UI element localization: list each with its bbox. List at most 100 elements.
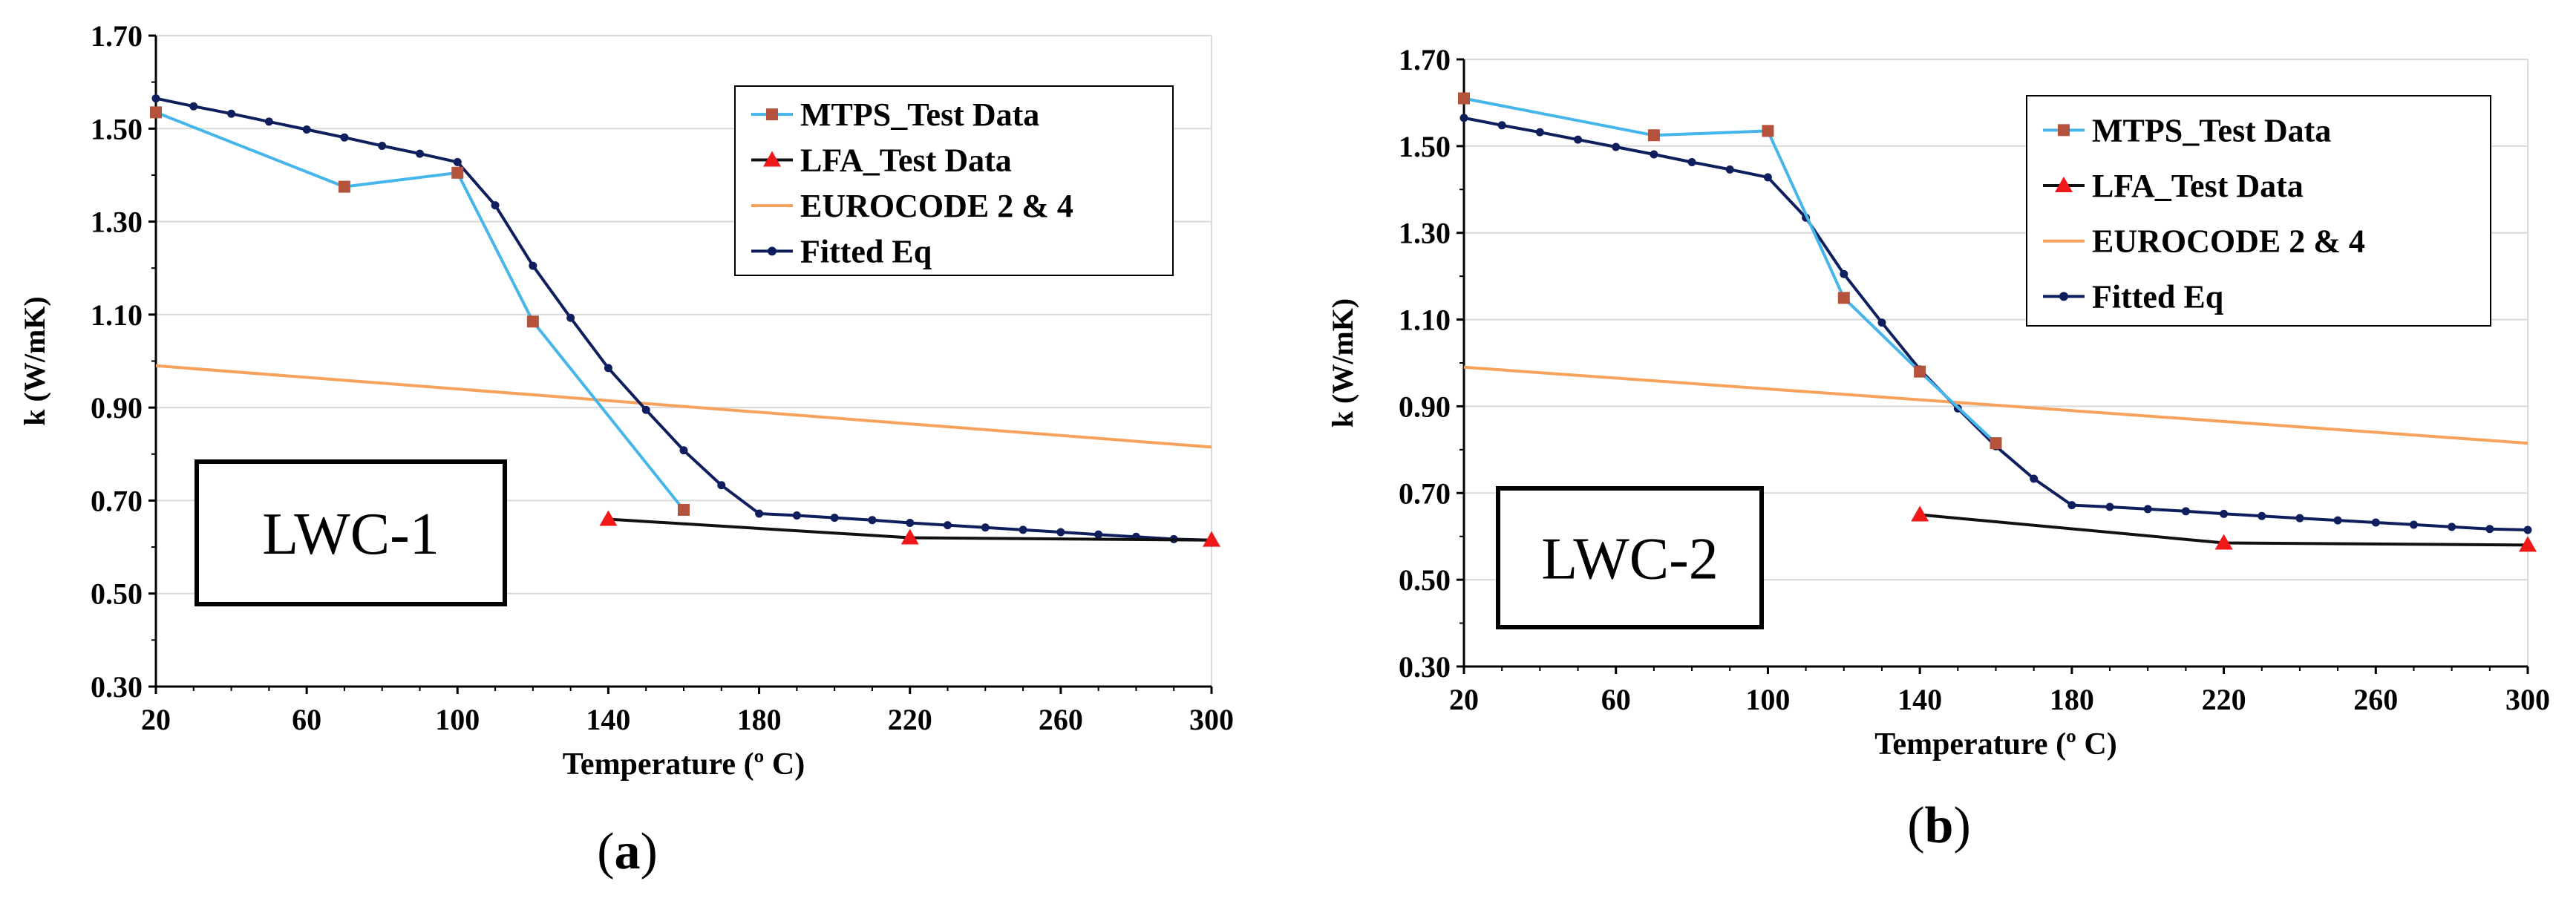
y-axis-title: k (W/mK) [18,296,51,425]
legend-entry: EUROCODE 2 & 4 [800,188,1073,224]
fitted-data-point [717,481,726,490]
x-tick-label: 60 [1601,683,1631,716]
legend-box [734,85,1174,276]
eurocode-series-line [1463,365,2528,445]
y-tick-label: 0.50 [1399,563,1451,597]
x-tick-label: 220 [888,703,932,736]
lfa-data-point [2519,536,2537,552]
fitted-data-point [453,157,462,166]
x-tick-label: 140 [586,703,630,736]
fitted-data-point [1094,530,1103,539]
sample-label-box [1496,486,1764,629]
fitted-data-point [340,133,349,142]
fitted-data-point [2067,501,2076,510]
fitted-data-point [679,446,688,455]
fitted-data-point [981,523,990,532]
y-tick-label: 1.70 [1399,43,1451,76]
fitted-data-point [2181,507,2190,516]
lfa-data-point [900,528,919,545]
y-axis-title: k (W/mK) [1326,298,1359,428]
y-tick-label: 1.50 [1399,130,1451,163]
y-tick-label: 0.30 [91,670,143,704]
x-tick-label: 20 [141,703,171,736]
lfa-data-point [1203,531,1220,547]
fitted-data-point [1687,157,1696,166]
y-tick-label: 1.30 [91,206,143,239]
chart-panel-2: 0.30 0.50 0.70 0.90 1.10 1.30 1.50 1.70 20 60 100 1… [1326,43,2550,761]
y-tick-label: 0.70 [91,484,143,517]
mtps-data-point [1647,129,1660,142]
mtps-data-point [1762,125,1774,137]
y-tick-label: 0.90 [91,391,143,425]
fitted-data-point [491,201,500,210]
legend-entry: Fitted Eq [2092,278,2224,315]
mtps-data-point [526,315,539,328]
fitted-data-point [868,516,877,525]
fitted-data-point [2333,516,2342,525]
fitted-data-point [1019,525,1027,534]
y-tick-label: 1.10 [1399,304,1451,337]
lfa-data-point [2214,534,2233,550]
lfa-data-point [1911,505,1929,522]
mtps-data-point [150,106,162,119]
caption-close-paren: ) [641,823,658,880]
legend-entry: EUROCODE 2 & 4 [2092,223,2365,260]
fitted-data-point [944,521,952,530]
y-tick-label: 0.30 [1399,650,1451,684]
legend-entry: Fitted Eq [800,233,932,269]
fitted-data-point [302,125,311,134]
fitted-data-point [227,109,236,118]
caption-letter: a [615,823,641,880]
fitted-data-point [2258,511,2266,520]
mtps-data-point [678,503,690,516]
fitted-data-point [378,141,387,150]
x-tick-label: 220 [2202,683,2246,716]
legend-triangle-marker [763,151,781,167]
legend-triangle-marker [2055,177,2073,193]
x-tick-label: 100 [1745,683,1790,716]
sample-label-box [194,459,507,606]
x-tick-label: 260 [2353,683,2398,716]
y-tick-label: 1.30 [1399,217,1451,250]
fitted-data-point [2371,518,2380,527]
fitted-data-point [2485,525,2494,534]
mtps-series-line [1463,96,1997,445]
legend-entry: LFA_Test Data [2092,168,2304,204]
x-tick-label: 20 [1449,683,1479,716]
fitted-data-point [1763,173,1772,182]
mtps-series-line [155,111,685,511]
fitted-data-point [1877,318,1886,327]
fitted-data-point [1535,128,1544,137]
fitted-data-point [604,364,612,373]
legend-box [2026,95,2491,327]
panel-caption: (a) [597,823,658,880]
fitted-data-point [151,94,160,103]
legend-circle-marker [2059,292,2068,301]
x-tick-label: 60 [292,703,321,736]
fitted-data-point [2448,523,2456,531]
legend-entry: MTPS_Test Data [800,96,1039,133]
x-tick-label: 260 [1039,703,1083,736]
y-tick-label: 1.50 [91,112,143,145]
chart-panel-1: 0.30 0.50 0.70 0.90 1.10 1.30 1.50 1.70 20 60 100 1… [18,19,1234,782]
mtps-data-point [451,166,464,179]
x-axis-title: Temperature (º C) [563,747,805,782]
fitted-data-point [2220,509,2229,518]
fitted-data-point [1725,165,1734,174]
x-tick-label: 100 [435,703,480,736]
legend-square-marker [2058,124,2070,137]
x-axis-title: Temperature (º C) [1874,727,2116,761]
fitted-data-point [1056,528,1065,537]
fitted-data-point [1459,114,1468,122]
mtps-data-point [1914,365,1926,378]
fitted-data-point [2105,502,2114,511]
caption-open-paren: ( [597,823,614,880]
legend-entry: MTPS_Test Data [2092,112,2331,148]
fitted-data-point [566,313,575,322]
caption-letter: b [1925,797,1954,854]
fitted-data-point [1612,143,1621,151]
eurocode-series-line [155,364,1212,449]
caption-close-paren: ) [1953,797,1970,854]
fitted-data-point [641,405,650,414]
fitted-data-point [906,518,915,527]
